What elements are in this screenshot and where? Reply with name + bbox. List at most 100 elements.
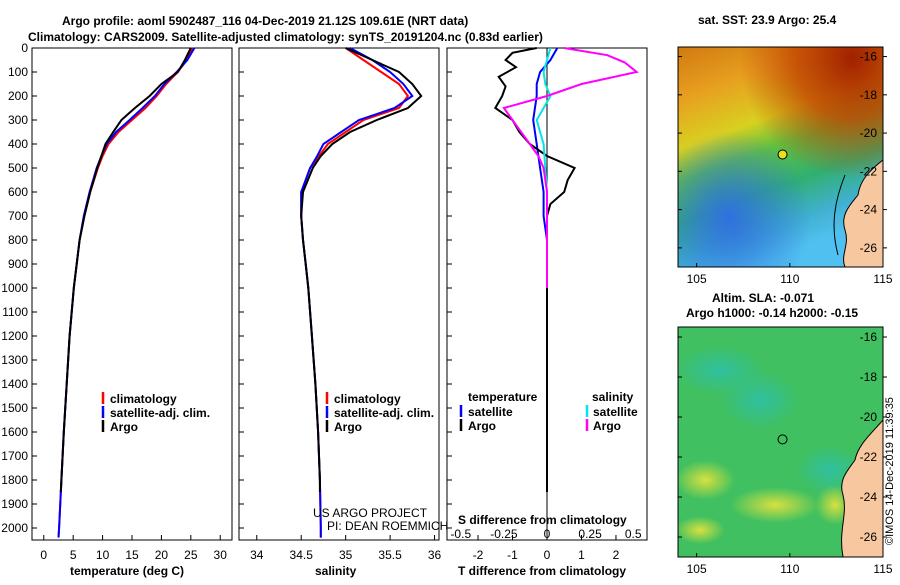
map-y-tick-label: -16 (860, 50, 878, 64)
legend-s-satellite: satellite (593, 405, 638, 419)
s-tick-label: 0.5 (625, 527, 642, 541)
sla-map (678, 327, 883, 557)
sla-argo-marker (777, 434, 788, 445)
x-tick-label: -2 (473, 548, 484, 562)
salinity-legend: climatology satellite-adj. clim. Argo (325, 392, 434, 434)
temperature-legend: climatology satellite-adj. clim. Argo (101, 392, 210, 434)
depth-tick-label: 900 (8, 257, 28, 271)
difference-s-x-ticks: -0.5-0.2500.250.5 (450, 527, 641, 541)
legend-temperature-title: temperature (468, 390, 538, 404)
sst-map-ticks: 105 110 115 -16 -18 -20 -22 -24 -26 (678, 50, 893, 286)
map-y-tick-label: -26 (860, 530, 878, 544)
legend-s-argo: Argo (593, 419, 621, 433)
credit-imos: ©IMOS 14-Dec-2019 11:39:35 (884, 397, 896, 545)
series-argo (300, 47, 423, 492)
x-tick-label: 34.5 (290, 548, 314, 562)
depth-tick-label: 200 (8, 89, 28, 103)
depth-tick-label: 1900 (1, 497, 28, 511)
depth-tick-label: 400 (8, 137, 28, 151)
difference-lines (493, 47, 639, 492)
sla-map-ticks: 105 110 115 -16 -18 -20 -22 -24 -26 (678, 330, 893, 576)
legend-salinity-title: salinity (592, 390, 634, 404)
x-tick-label: 5 (70, 548, 77, 562)
depth-axis: 0 100 200 300 400 500 600 700 800 900 1000 1100 1200… (1, 41, 452, 535)
difference-legend: temperature satellite Argo salinity sate… (459, 390, 638, 433)
map-y-tick-label: -16 (860, 330, 878, 344)
map-x-tick-label: 105 (687, 272, 707, 286)
legend-argo: Argo (110, 420, 138, 434)
map-x-tick-label: 110 (780, 272, 799, 286)
map-y-tick-label: -22 (860, 450, 878, 464)
difference-xlabel: T difference from climatology (458, 564, 626, 578)
map-x-tick-label: 115 (873, 272, 892, 286)
map-y-tick-label: -18 (860, 88, 878, 102)
map-y-tick-label: -20 (860, 126, 878, 140)
difference-s-xlabel: S difference from climatology (458, 513, 627, 527)
temperature-lines (57, 47, 196, 538)
depth-tick-label: 1100 (2, 305, 28, 319)
legend-t-satellite: satellite (468, 405, 513, 419)
title-line-1: Argo profile: aoml 5902487_116 04-Dec-20… (62, 14, 468, 28)
depth-tick-label: 300 (8, 113, 28, 127)
depth-tick-label: 100 (8, 65, 28, 79)
depth-tick-label: 1600 (1, 425, 28, 439)
salinity-lines (300, 47, 423, 538)
sst-land (843, 159, 883, 267)
depth-tick-label: 2000 (1, 521, 28, 535)
sla-map-frame (677, 326, 884, 558)
x-tick-label: 10 (96, 548, 110, 562)
series-s-argo (502, 47, 639, 288)
s-tick-label: -0.5 (450, 527, 471, 541)
depth-tick-label: 1500 (1, 401, 28, 415)
map-y-tick-label: -26 (860, 241, 878, 255)
temperature-xlabel: temperature (deg C) (70, 564, 184, 578)
series-satellite (57, 47, 196, 538)
x-tick-label: 25 (184, 548, 198, 562)
x-tick-label: 2 (613, 548, 620, 562)
s-tick-label: -0.25 (490, 527, 518, 541)
depth-tick-label: 600 (8, 185, 28, 199)
series-climatology (300, 47, 410, 538)
title-line-2: Climatology: CARS2009. Satellite-adjuste… (28, 30, 543, 44)
legend-t-argo: Argo (468, 419, 496, 433)
x-tick-label: -1 (507, 548, 518, 562)
legend-climatology: climatology (110, 392, 177, 406)
series-satellite (300, 47, 414, 538)
depth-tick-label: 1400 (1, 377, 28, 391)
series-argo (59, 47, 192, 493)
map-y-tick-label: -24 (860, 203, 878, 217)
sla-land (841, 419, 883, 557)
x-tick-label: 20 (155, 548, 169, 562)
s-tick-label: 0.25 (578, 527, 602, 541)
difference-x-ticks: -2 -1 0 1 2 (473, 535, 620, 562)
map-y-tick-label: -24 (860, 490, 878, 504)
series-t-argo (493, 47, 577, 492)
sla-subtitle: Argo h1000: -0.14 h2000: -0.15 (686, 306, 858, 320)
salinity-x-ticks: 34 34.5 35 35.5 36 (250, 535, 442, 562)
sst-title: sat. SST: 23.9 Argo: 25.4 (698, 13, 837, 27)
legend-satellite-s: satellite-adj. clim. (334, 406, 434, 420)
depth-tick-label: 1200 (1, 329, 28, 343)
map-y-tick-label: -22 (860, 164, 878, 178)
salinity-xlabel: salinity (315, 564, 357, 578)
depth-tick-label: 1800 (1, 473, 28, 487)
x-tick-label: 1 (578, 548, 585, 562)
x-tick-label: 34 (250, 548, 264, 562)
x-tick-label: 0 (544, 548, 551, 562)
map-x-tick-label: 115 (873, 562, 892, 576)
depth-tick-label: 1300 (1, 353, 28, 367)
depth-tick-label: 1700 (1, 449, 28, 463)
sst-map-frame (677, 46, 884, 268)
depth-tick-label: 1000 (1, 281, 28, 295)
legend-satellite: satellite-adj. clim. (110, 406, 210, 420)
depth-tick-label: 500 (8, 161, 28, 175)
map-x-tick-label: 105 (687, 562, 707, 576)
map-y-tick-label: -18 (860, 370, 878, 384)
x-tick-label: 15 (125, 548, 139, 562)
depth-tick-label: 700 (8, 209, 28, 223)
legend-argo-s: Argo (334, 420, 362, 434)
depth-tick-label: 800 (8, 233, 28, 247)
map-x-tick-label: 110 (780, 562, 799, 576)
temperature-x-ticks: 0 5 10 15 20 25 30 (40, 535, 227, 562)
